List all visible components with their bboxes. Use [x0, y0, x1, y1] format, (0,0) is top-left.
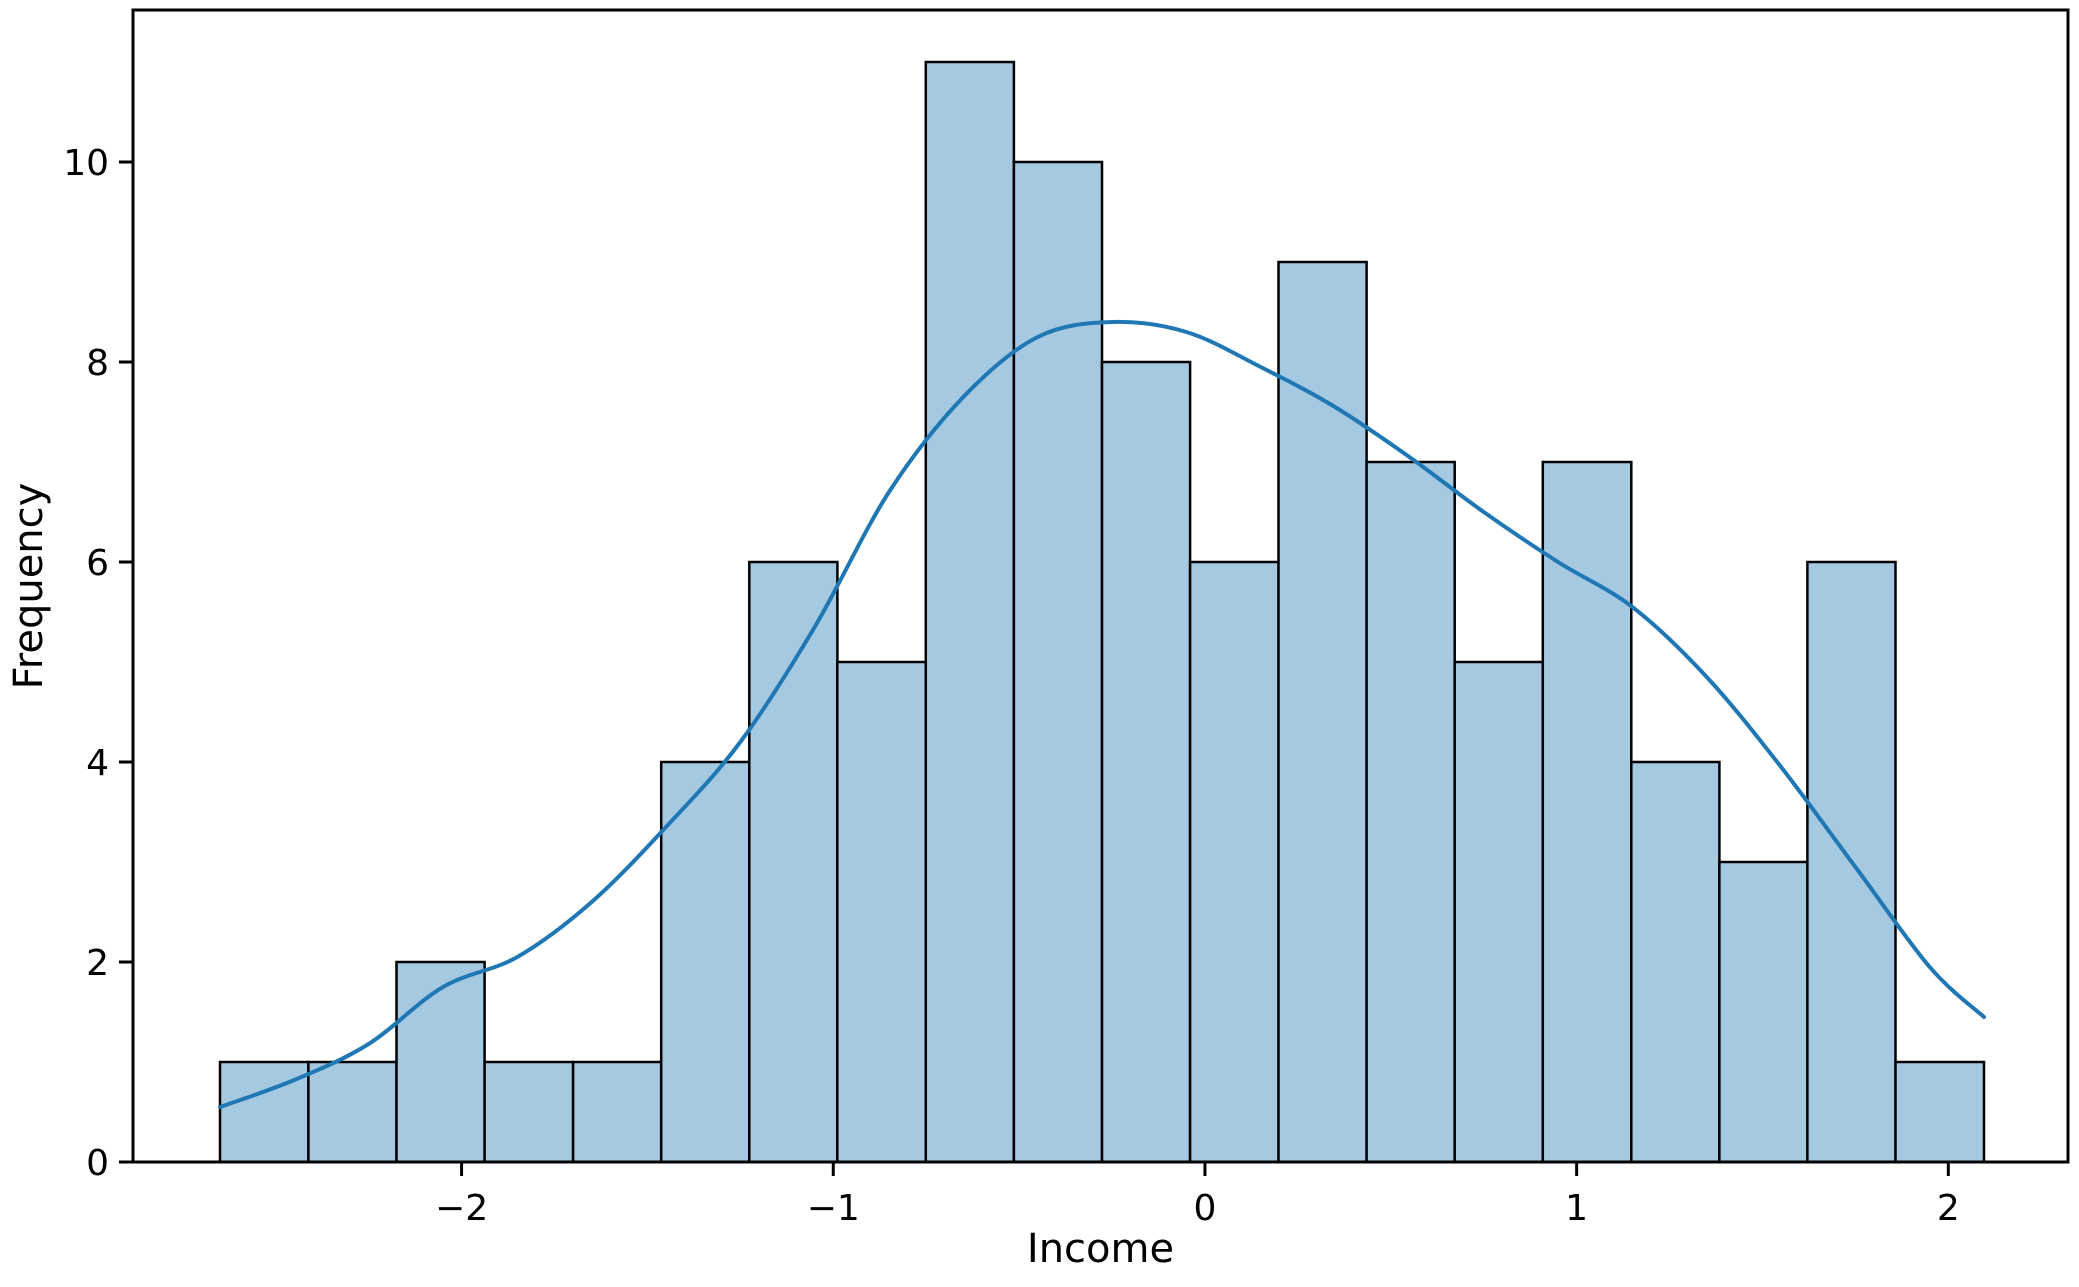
plot-frame — [131, 8, 2070, 1164]
x-tick-label: −1 — [807, 1188, 860, 1229]
y-axis-label: Frequency — [6, 483, 52, 690]
x-tick-label: 2 — [1937, 1188, 1960, 1229]
x-axis-ticks: −2 −1 0 1 2 — [435, 1162, 1960, 1229]
histogram-bar — [1012, 160, 1104, 1164]
y-axis-ticks: 0 2 4 6 8 10 — [63, 143, 133, 1184]
histogram-bar — [395, 960, 486, 1164]
y-tick-label: 2 — [86, 943, 109, 984]
y-tick-label: 8 — [86, 343, 109, 384]
x-tick-label: −2 — [435, 1188, 488, 1229]
histogram-bar — [1718, 860, 1809, 1164]
histogram-bar — [924, 60, 1016, 1164]
x-tick-label: 1 — [1565, 1188, 1588, 1229]
histogram-bar — [1541, 460, 1633, 1164]
histogram-bar — [1630, 760, 1721, 1164]
histogram-bars — [218, 60, 1986, 1164]
x-axis-label: Income — [1027, 1226, 1174, 1272]
histogram-bar — [483, 1060, 575, 1164]
histogram-bar — [1453, 660, 1545, 1164]
histogram-bar — [307, 1060, 398, 1164]
histogram-bar — [1188, 560, 1280, 1164]
histogram-bar — [571, 1060, 663, 1164]
x-tick-label: 0 — [1193, 1188, 1216, 1229]
kde-curve — [218, 319, 1986, 1109]
histogram-bar — [748, 560, 839, 1164]
y-tick-label: 0 — [86, 1143, 109, 1184]
histogram-bar — [1100, 360, 1192, 1164]
histogram-bar — [1894, 1060, 1986, 1164]
histogram-bar — [836, 660, 928, 1164]
y-tick-label: 6 — [86, 543, 109, 584]
y-tick-label: 10 — [63, 143, 109, 184]
histogram-bar — [218, 1060, 310, 1164]
y-tick-label: 4 — [86, 743, 109, 784]
histogram-bar — [659, 760, 751, 1164]
histogram-bar — [1365, 460, 1456, 1164]
histogram-bar — [1277, 260, 1368, 1164]
